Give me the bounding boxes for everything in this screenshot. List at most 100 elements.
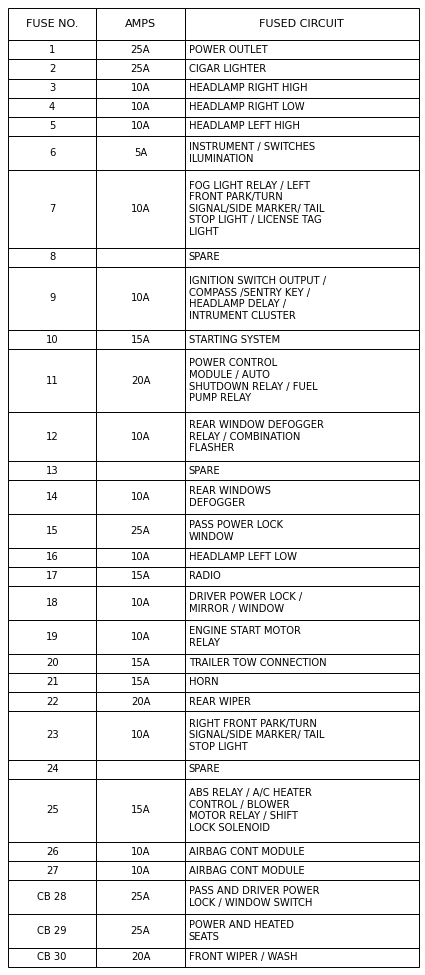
Bar bbox=[96, 349, 185, 412]
Bar bbox=[96, 136, 185, 170]
Bar bbox=[8, 40, 96, 59]
Bar bbox=[185, 880, 419, 914]
Text: 10A: 10A bbox=[131, 432, 150, 442]
Bar bbox=[96, 673, 185, 692]
Text: 25A: 25A bbox=[131, 45, 150, 55]
Text: 10A: 10A bbox=[131, 598, 150, 608]
Text: SPARE: SPARE bbox=[189, 466, 220, 476]
Bar bbox=[8, 461, 96, 480]
Bar bbox=[8, 267, 96, 331]
Bar bbox=[8, 548, 96, 566]
Bar bbox=[185, 59, 419, 79]
Bar bbox=[96, 653, 185, 673]
Bar bbox=[185, 548, 419, 566]
Text: 11: 11 bbox=[46, 376, 59, 386]
Bar bbox=[8, 59, 96, 79]
Text: REAR WINDOW DEFOGGER
RELAY / COMBINATION
FLASHER: REAR WINDOW DEFOGGER RELAY / COMBINATION… bbox=[189, 420, 323, 453]
Bar bbox=[96, 40, 185, 59]
Bar bbox=[8, 914, 96, 948]
Text: 21: 21 bbox=[46, 678, 59, 687]
Bar bbox=[8, 861, 96, 880]
Text: POWER CONTROL
MODULE / AUTO
SHUTDOWN RELAY / FUEL
PUMP RELAY: POWER CONTROL MODULE / AUTO SHUTDOWN REL… bbox=[189, 359, 317, 404]
Text: 20A: 20A bbox=[131, 376, 150, 386]
Bar bbox=[8, 653, 96, 673]
Text: DRIVER POWER LOCK /
MIRROR / WINDOW: DRIVER POWER LOCK / MIRROR / WINDOW bbox=[189, 592, 302, 613]
Text: 6: 6 bbox=[49, 148, 55, 158]
Text: AMPS: AMPS bbox=[125, 20, 156, 29]
Text: IGNITION SWITCH OUTPUT /
COMPASS /SENTRY KEY /
HEADLAMP DELAY /
INTRUMENT CLUSTE: IGNITION SWITCH OUTPUT / COMPASS /SENTRY… bbox=[189, 276, 326, 321]
Text: HEADLAMP RIGHT LOW: HEADLAMP RIGHT LOW bbox=[189, 102, 304, 112]
Text: PASS POWER LOCK
WINDOW: PASS POWER LOCK WINDOW bbox=[189, 520, 283, 542]
Text: REAR WIPER: REAR WIPER bbox=[189, 696, 251, 707]
Bar bbox=[96, 948, 185, 967]
Bar bbox=[185, 948, 419, 967]
Bar bbox=[185, 620, 419, 653]
Bar bbox=[185, 914, 419, 948]
Text: 8: 8 bbox=[49, 253, 55, 262]
Text: RADIO: RADIO bbox=[189, 571, 221, 581]
Text: 4: 4 bbox=[49, 102, 55, 112]
Text: CIGAR LIGHTER: CIGAR LIGHTER bbox=[189, 64, 266, 74]
Bar bbox=[185, 40, 419, 59]
Text: ENGINE START MOTOR
RELAY: ENGINE START MOTOR RELAY bbox=[189, 626, 300, 647]
Text: 19: 19 bbox=[46, 632, 59, 642]
Text: 15A: 15A bbox=[131, 334, 150, 345]
Bar bbox=[8, 480, 96, 514]
Text: 7: 7 bbox=[49, 204, 55, 214]
Bar bbox=[185, 842, 419, 861]
Text: 10A: 10A bbox=[131, 553, 150, 563]
Text: SPARE: SPARE bbox=[189, 764, 220, 774]
Text: SPARE: SPARE bbox=[189, 253, 220, 262]
Text: POWER AND HEATED
SEATS: POWER AND HEATED SEATS bbox=[189, 920, 294, 942]
Text: 16: 16 bbox=[46, 553, 59, 563]
Text: ABS RELAY / A/C HEATER
CONTROL / BLOWER
MOTOR RELAY / SHIFT
LOCK SOLENOID: ABS RELAY / A/C HEATER CONTROL / BLOWER … bbox=[189, 788, 312, 833]
Bar bbox=[185, 653, 419, 673]
Text: 12: 12 bbox=[46, 432, 59, 442]
Bar bbox=[96, 267, 185, 331]
Bar bbox=[8, 8, 96, 40]
Bar bbox=[96, 412, 185, 461]
Text: 10A: 10A bbox=[131, 632, 150, 642]
Text: 25A: 25A bbox=[131, 64, 150, 74]
Text: 5: 5 bbox=[49, 122, 55, 132]
Bar bbox=[185, 331, 419, 349]
Bar bbox=[96, 620, 185, 653]
Text: CB 28: CB 28 bbox=[37, 892, 67, 902]
Bar bbox=[96, 8, 185, 40]
Bar bbox=[8, 79, 96, 98]
Text: 27: 27 bbox=[46, 866, 59, 876]
Bar bbox=[185, 480, 419, 514]
Text: HEADLAMP RIGHT HIGH: HEADLAMP RIGHT HIGH bbox=[189, 83, 307, 94]
Text: FUSE NO.: FUSE NO. bbox=[26, 20, 78, 29]
Text: 20A: 20A bbox=[131, 696, 150, 707]
Bar bbox=[8, 412, 96, 461]
Bar bbox=[96, 117, 185, 136]
Bar bbox=[185, 412, 419, 461]
Text: STARTING SYSTEM: STARTING SYSTEM bbox=[189, 334, 280, 345]
Bar bbox=[185, 673, 419, 692]
Bar bbox=[185, 248, 419, 267]
Text: 25A: 25A bbox=[131, 892, 150, 902]
Bar bbox=[96, 842, 185, 861]
Text: FUSED CIRCUIT: FUSED CIRCUIT bbox=[260, 20, 344, 29]
Bar bbox=[96, 760, 185, 779]
Text: 25A: 25A bbox=[131, 926, 150, 936]
Bar bbox=[185, 692, 419, 711]
Text: HEADLAMP LEFT HIGH: HEADLAMP LEFT HIGH bbox=[189, 122, 300, 132]
Text: 15A: 15A bbox=[131, 805, 150, 815]
Text: 10A: 10A bbox=[131, 866, 150, 876]
Bar bbox=[185, 98, 419, 117]
Bar bbox=[185, 8, 419, 40]
Text: 23: 23 bbox=[46, 730, 59, 740]
Bar bbox=[96, 914, 185, 948]
Text: CB 29: CB 29 bbox=[37, 926, 67, 936]
Text: 10A: 10A bbox=[131, 730, 150, 740]
Text: 15: 15 bbox=[46, 526, 59, 536]
Bar bbox=[96, 248, 185, 267]
Text: 15A: 15A bbox=[131, 678, 150, 687]
Bar bbox=[8, 711, 96, 760]
Bar bbox=[185, 267, 419, 331]
Bar bbox=[96, 170, 185, 248]
Bar bbox=[8, 760, 96, 779]
Bar bbox=[185, 170, 419, 248]
